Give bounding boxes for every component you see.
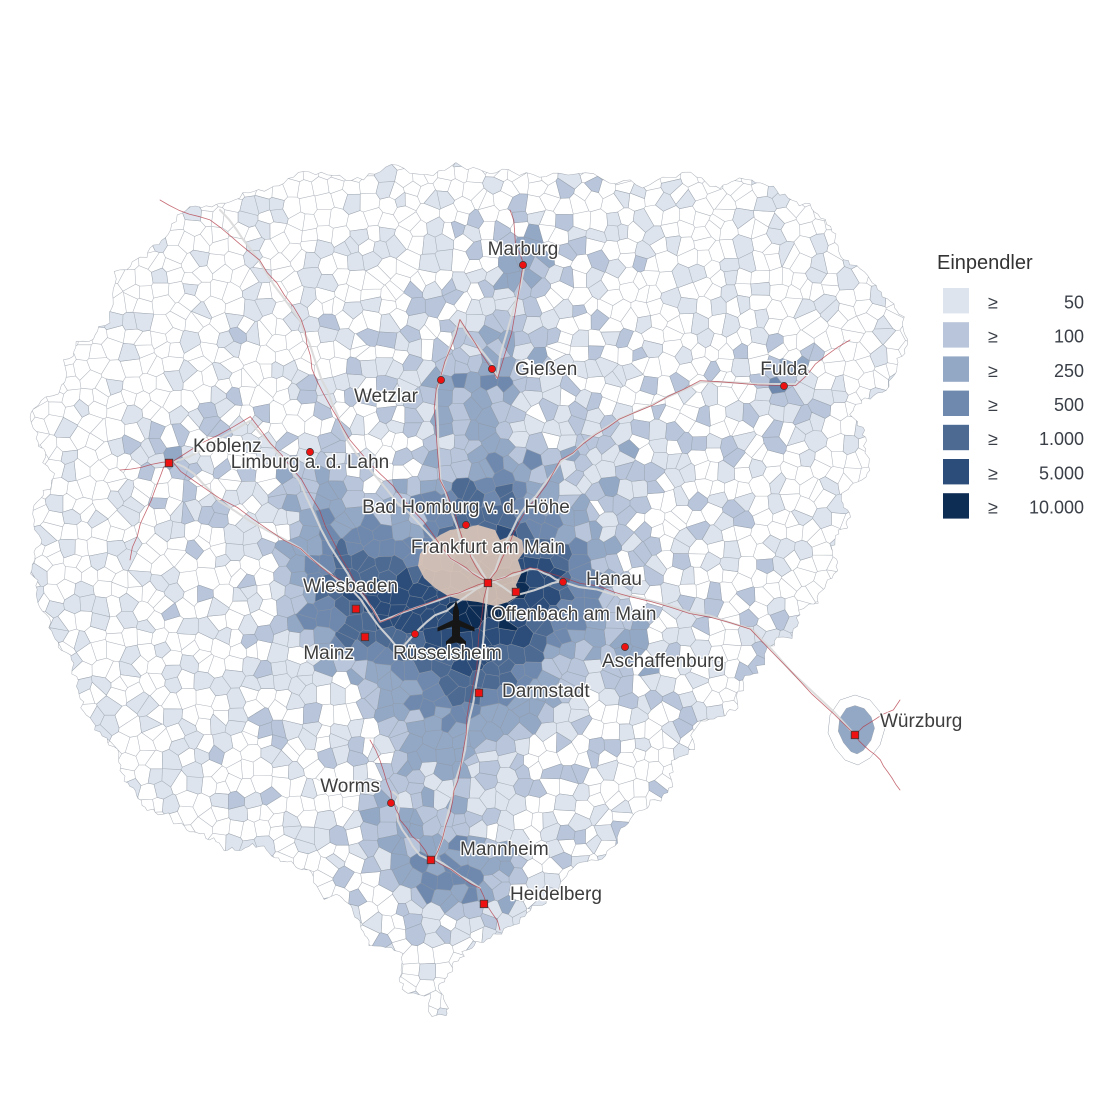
svg-text:Fulda: Fulda xyxy=(760,359,808,380)
svg-text:Limburg a. d. Lahn: Limburg a. d. Lahn xyxy=(231,452,389,473)
svg-text:≥: ≥ xyxy=(988,292,998,312)
svg-text:50: 50 xyxy=(1064,292,1084,312)
svg-text:Wiesbaden: Wiesbaden xyxy=(303,576,398,597)
svg-text:≥: ≥ xyxy=(988,498,998,518)
svg-text:Gießen: Gießen xyxy=(515,359,577,380)
svg-text:Worms: Worms xyxy=(320,776,380,797)
svg-text:Mainz: Mainz xyxy=(303,643,354,664)
svg-text:1.000: 1.000 xyxy=(1039,429,1084,449)
svg-text:Darmstadt: Darmstadt xyxy=(502,681,590,702)
svg-text:Aschaffenburg: Aschaffenburg xyxy=(602,651,724,672)
svg-text:≥: ≥ xyxy=(988,429,998,449)
svg-text:≥: ≥ xyxy=(988,395,998,415)
svg-text:Offenbach am Main: Offenbach am Main xyxy=(491,604,656,625)
svg-text:≥: ≥ xyxy=(988,361,998,381)
svg-text:Würzburg: Würzburg xyxy=(880,711,962,732)
svg-text:Hanau: Hanau xyxy=(586,569,642,590)
svg-text:Wetzlar: Wetzlar xyxy=(354,386,419,407)
svg-text:10.000: 10.000 xyxy=(1029,498,1084,518)
svg-text:Heidelberg: Heidelberg xyxy=(510,884,602,905)
svg-text:5.000: 5.000 xyxy=(1039,463,1084,483)
svg-text:500: 500 xyxy=(1054,395,1084,415)
svg-text:Bad Homburg v. d. Höhe: Bad Homburg v. d. Höhe xyxy=(362,497,570,518)
svg-text:100: 100 xyxy=(1054,327,1084,347)
svg-text:≥: ≥ xyxy=(988,463,998,483)
svg-text:≥: ≥ xyxy=(988,327,998,347)
svg-text:Marburg: Marburg xyxy=(488,239,559,260)
svg-text:Rüsselsheim: Rüsselsheim xyxy=(393,643,502,664)
svg-text:250: 250 xyxy=(1054,361,1084,381)
svg-text:Mannheim: Mannheim xyxy=(460,839,549,860)
svg-text:Einpendler: Einpendler xyxy=(937,252,1033,274)
svg-text:Frankfurt am Main: Frankfurt am Main xyxy=(411,537,565,558)
